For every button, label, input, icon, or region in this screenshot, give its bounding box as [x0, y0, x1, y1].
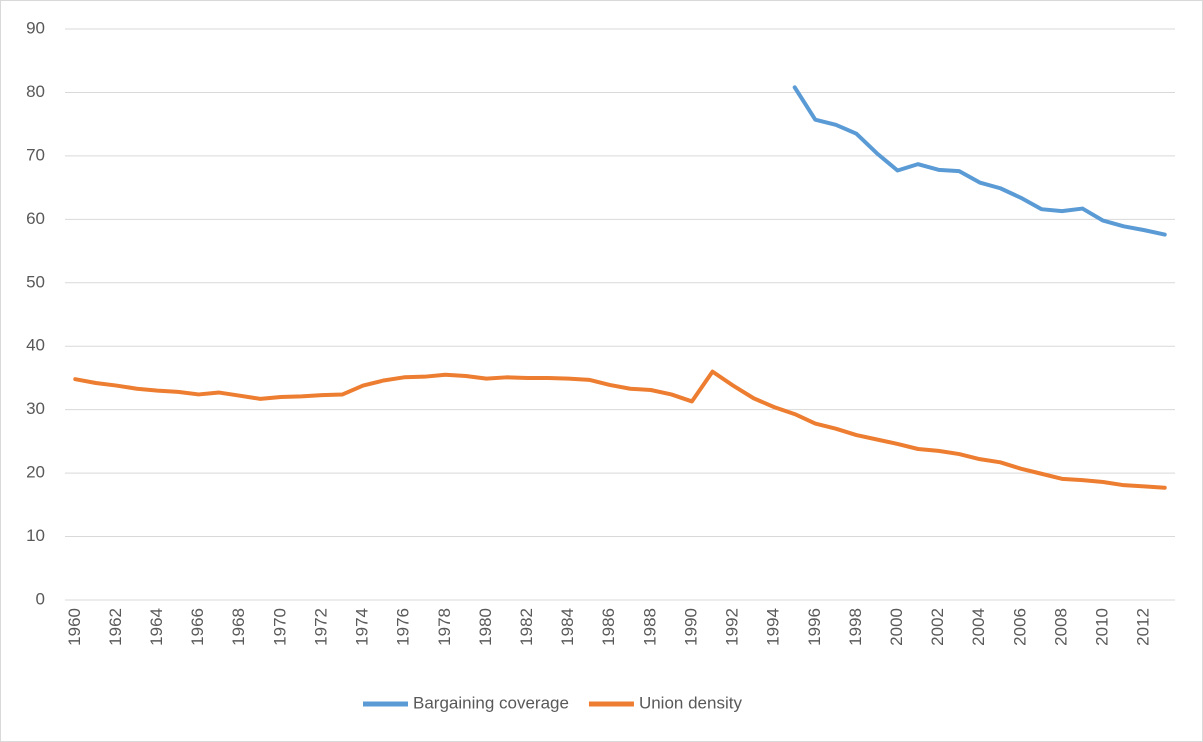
x-tick-label: 1994 — [764, 608, 783, 646]
x-tick-label: 1964 — [147, 608, 166, 646]
x-tick-label: 1974 — [353, 608, 372, 646]
x-tick-label: 2006 — [1010, 608, 1029, 646]
x-tick-label: 1962 — [106, 608, 125, 646]
y-tick-label: 10 — [26, 526, 45, 545]
legend-label: Bargaining coverage — [413, 693, 569, 712]
series-line — [73, 369, 1167, 490]
y-tick-label: 70 — [26, 145, 45, 164]
y-tick-label: 30 — [26, 399, 45, 418]
x-tick-label: 1996 — [805, 608, 824, 646]
x-tick-label: 1982 — [517, 608, 536, 646]
y-tick-label: 0 — [36, 589, 45, 608]
x-tick-label: 2010 — [1093, 608, 1112, 646]
x-tick-label: 2002 — [928, 608, 947, 646]
x-tick-label: 1986 — [599, 608, 618, 646]
legend-label: Union density — [639, 693, 743, 712]
x-tick-label: 1978 — [435, 608, 454, 646]
x-tick-label: 2004 — [969, 608, 988, 646]
y-tick-label: 40 — [26, 336, 45, 355]
x-tick-label: 1984 — [558, 608, 577, 646]
x-tick-label: 1990 — [681, 608, 700, 646]
y-tick-label: 20 — [26, 463, 45, 482]
x-tick-label: 1988 — [640, 608, 659, 646]
x-tick-label: 1972 — [311, 608, 330, 646]
x-tick-label: 1960 — [65, 608, 84, 646]
x-tick-label: 1968 — [229, 608, 248, 646]
y-tick-label: 60 — [26, 209, 45, 228]
x-tick-label: 1980 — [476, 608, 495, 646]
y-tick-label: 90 — [26, 18, 45, 37]
y-tick-label: 80 — [26, 82, 45, 101]
y-tick-label: 50 — [26, 272, 45, 291]
x-tick-label: 1966 — [188, 608, 207, 646]
x-tick-label: 2012 — [1134, 608, 1153, 646]
series-line — [792, 85, 1167, 237]
x-tick-label: 1970 — [270, 608, 289, 646]
x-tick-label: 2008 — [1051, 608, 1070, 646]
x-tick-label: 2000 — [887, 608, 906, 646]
x-tick-label: 1976 — [394, 608, 413, 646]
x-tick-label: 1992 — [723, 608, 742, 646]
x-tick-label: 1998 — [846, 608, 865, 646]
